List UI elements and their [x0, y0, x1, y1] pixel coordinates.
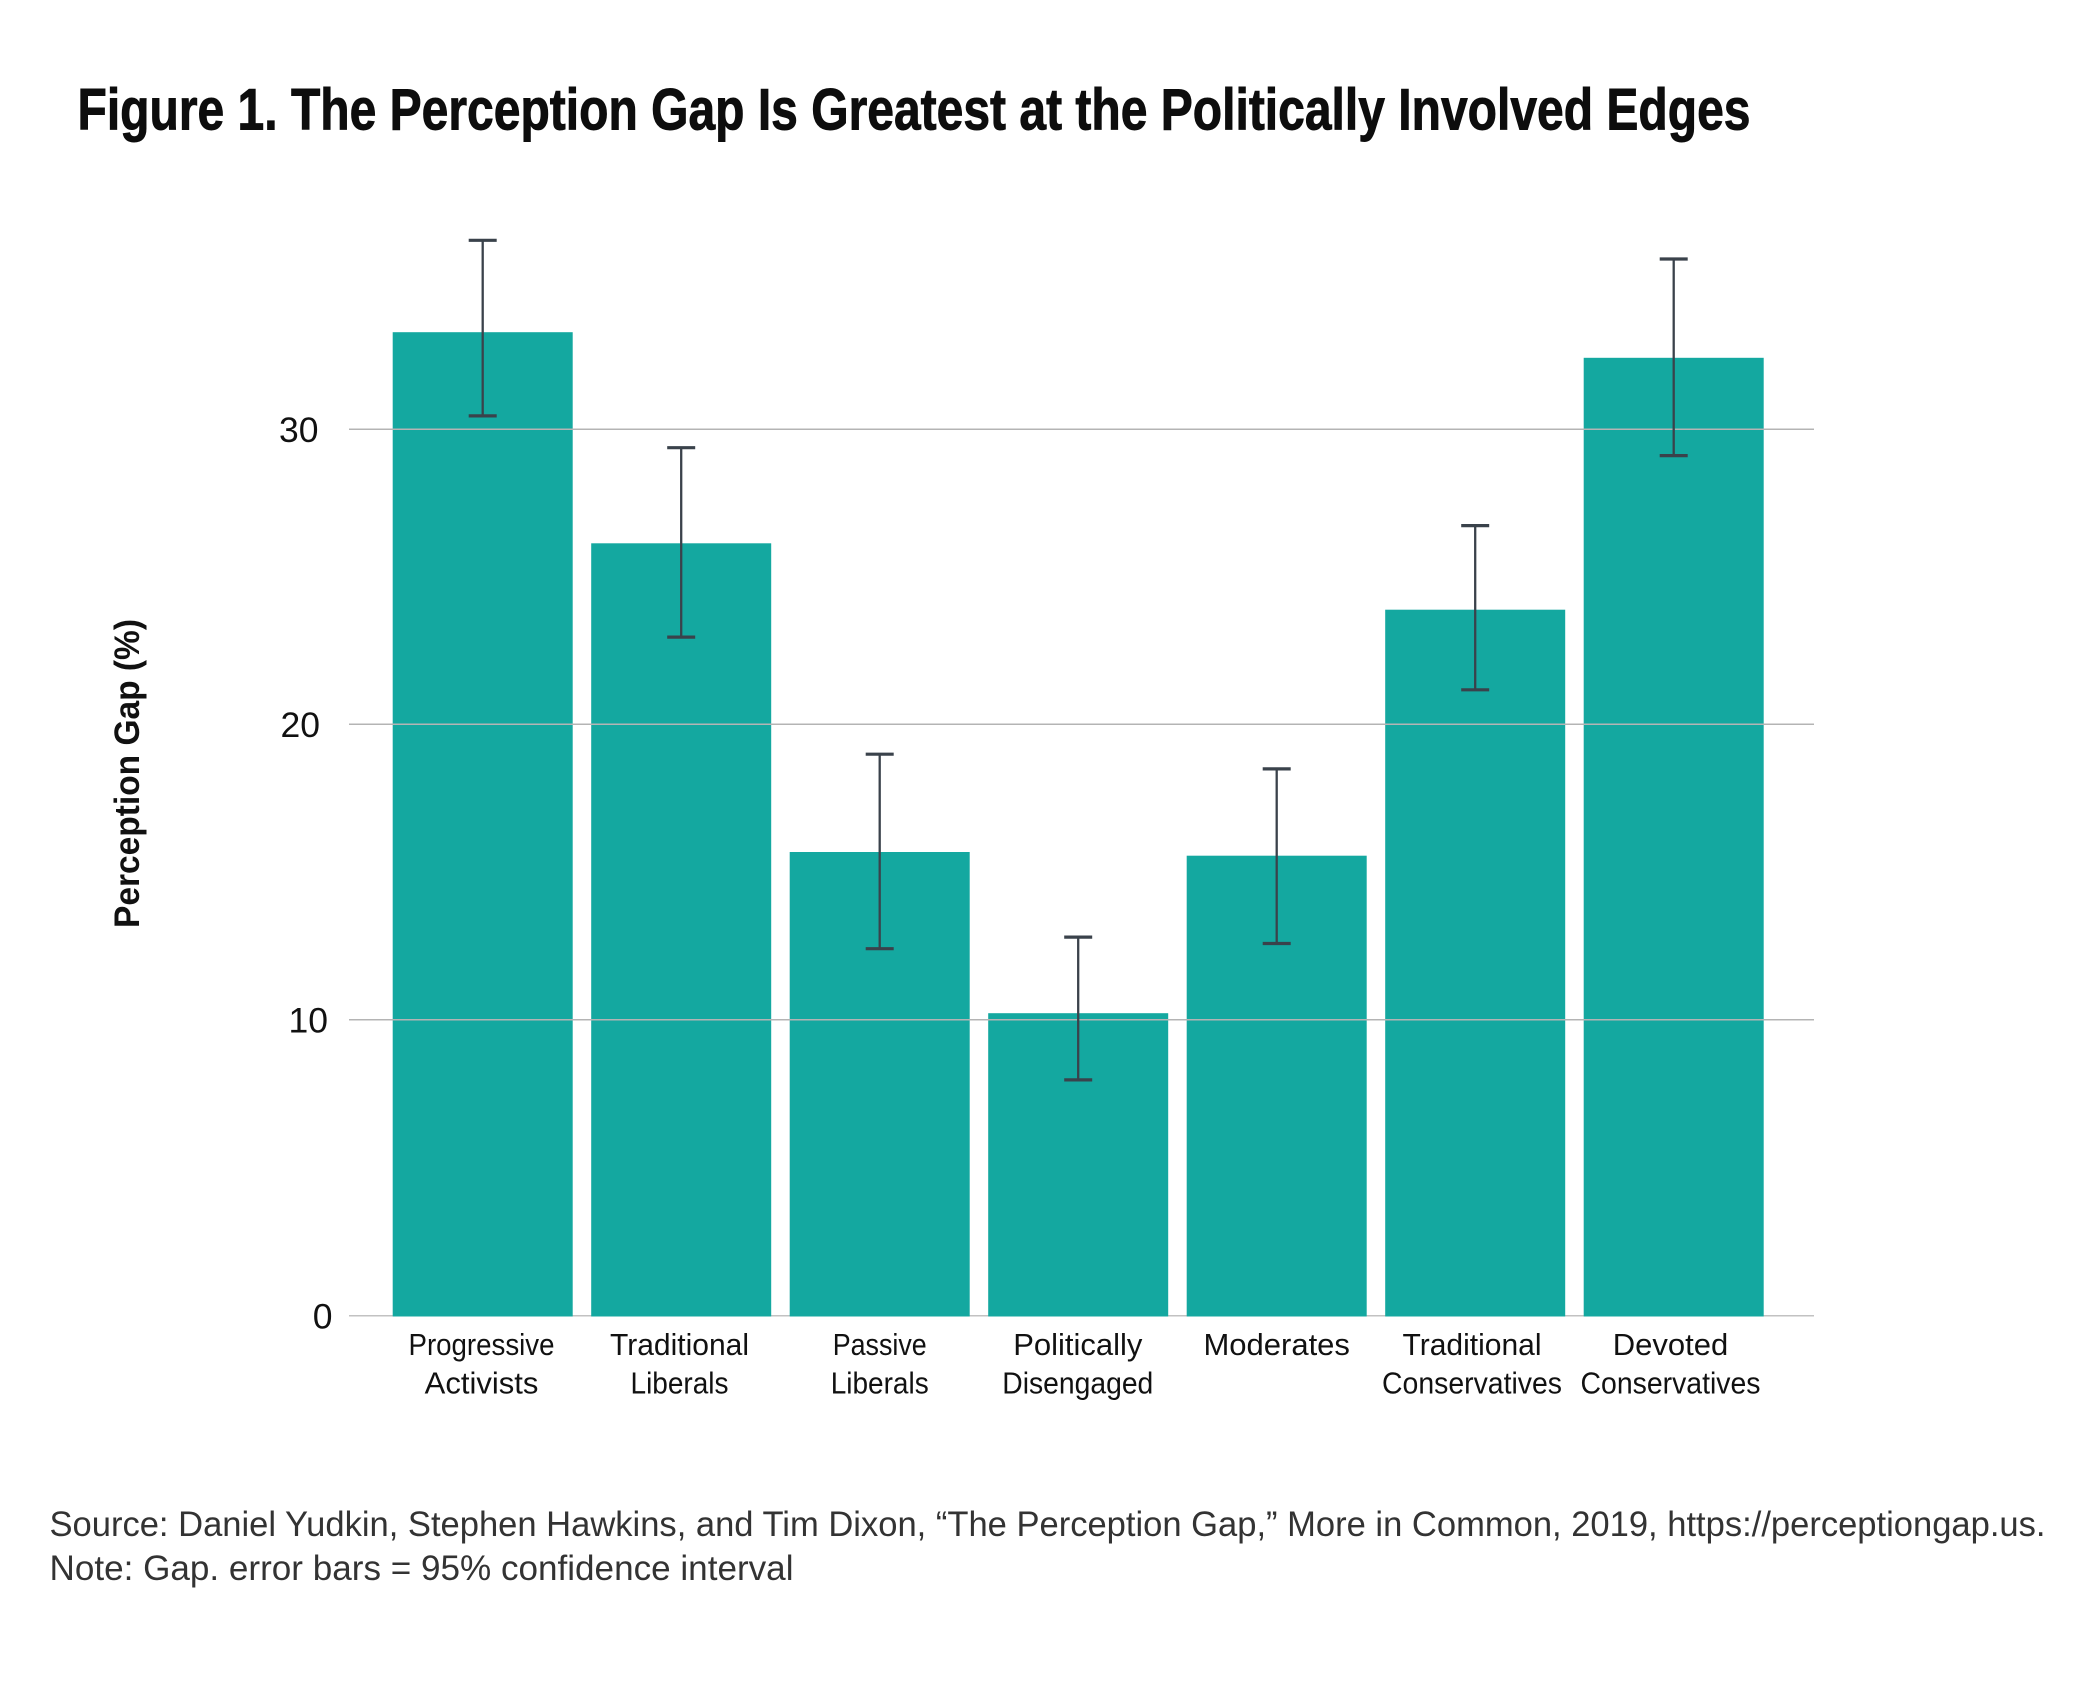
svg-text:Liberals: Liberals	[631, 1366, 729, 1401]
svg-text:Perception Gap (%): Perception Gap (%)	[108, 619, 147, 928]
svg-text:Liberals: Liberals	[831, 1366, 929, 1401]
svg-text:Conservatives: Conservatives	[1581, 1366, 1761, 1401]
svg-text:Activists: Activists	[425, 1366, 539, 1401]
svg-text:Traditional: Traditional	[1403, 1327, 1542, 1362]
svg-text:10: 10	[289, 1001, 329, 1041]
svg-text:Note: Gap. error bars = 95% co: Note: Gap. error bars = 95% confidence i…	[50, 1548, 794, 1588]
svg-text:Politically: Politically	[1013, 1327, 1143, 1362]
svg-text:Conservatives: Conservatives	[1382, 1366, 1562, 1401]
svg-text:Disengaged: Disengaged	[1002, 1366, 1153, 1401]
svg-text:Devoted: Devoted	[1613, 1327, 1728, 1362]
svg-text:Source: Daniel Yudkin, Stephen: Source: Daniel Yudkin, Stephen Hawkins, …	[50, 1504, 2046, 1544]
svg-text:30: 30	[279, 410, 319, 450]
svg-text:0: 0	[313, 1297, 333, 1337]
svg-text:20: 20	[281, 705, 321, 745]
svg-text:Passive: Passive	[833, 1327, 927, 1362]
svg-text:Moderates: Moderates	[1203, 1327, 1349, 1362]
svg-text:Figure 1. The Perception Gap I: Figure 1. The Perception Gap Is Greatest…	[78, 78, 1751, 143]
svg-text:Progressive: Progressive	[409, 1327, 555, 1362]
svg-text:Traditional: Traditional	[610, 1327, 749, 1362]
